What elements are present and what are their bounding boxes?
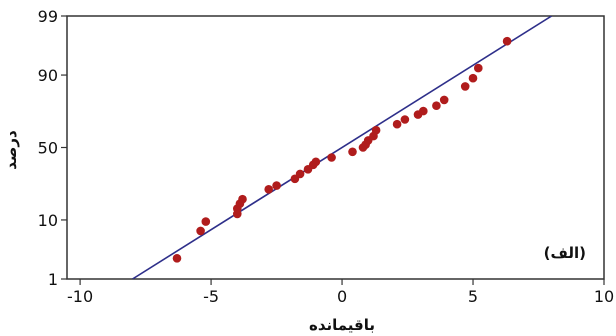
data-point	[201, 217, 211, 226]
y-tick-label: 99	[38, 7, 58, 26]
data-point	[432, 101, 441, 110]
data-point	[327, 153, 336, 162]
fit-line	[132, 16, 553, 279]
data-point	[502, 36, 512, 46]
y-tick-label: 1	[48, 270, 58, 289]
data-point	[196, 226, 205, 236]
x-tick-label: 0	[337, 287, 347, 306]
data-point	[348, 147, 357, 157]
chart-marks	[132, 16, 553, 279]
data-point	[172, 253, 182, 263]
y-axis: 1 10 50 90 99	[38, 7, 67, 289]
data-point	[474, 63, 483, 73]
x-axis: -10 -5 0 5 10	[67, 279, 614, 306]
data-point	[238, 194, 247, 204]
data-point	[460, 82, 470, 91]
data-point	[311, 157, 321, 167]
x-tick-label: -10	[67, 287, 93, 306]
data-point	[264, 185, 274, 194]
x-axis-label: باقیمانده	[309, 316, 375, 334]
plot-frame	[66, 15, 605, 280]
x-tick-label: 5	[468, 287, 478, 306]
y-tick-label: 90	[38, 66, 58, 85]
data-point	[419, 106, 428, 116]
y-tick-label: 50	[38, 139, 58, 158]
data-point	[371, 125, 381, 135]
x-tick-label: -5	[203, 287, 219, 306]
data-point	[272, 181, 281, 190]
data-point	[295, 169, 305, 179]
x-tick-label: 10	[594, 287, 614, 306]
data-point	[468, 73, 478, 83]
data-point	[439, 95, 449, 105]
y-axis-label: درصد	[2, 130, 20, 170]
data-point	[392, 119, 402, 129]
y-tick-label: 10	[38, 211, 58, 230]
panel-label: (الف)	[544, 244, 586, 262]
data-point	[400, 115, 410, 124]
